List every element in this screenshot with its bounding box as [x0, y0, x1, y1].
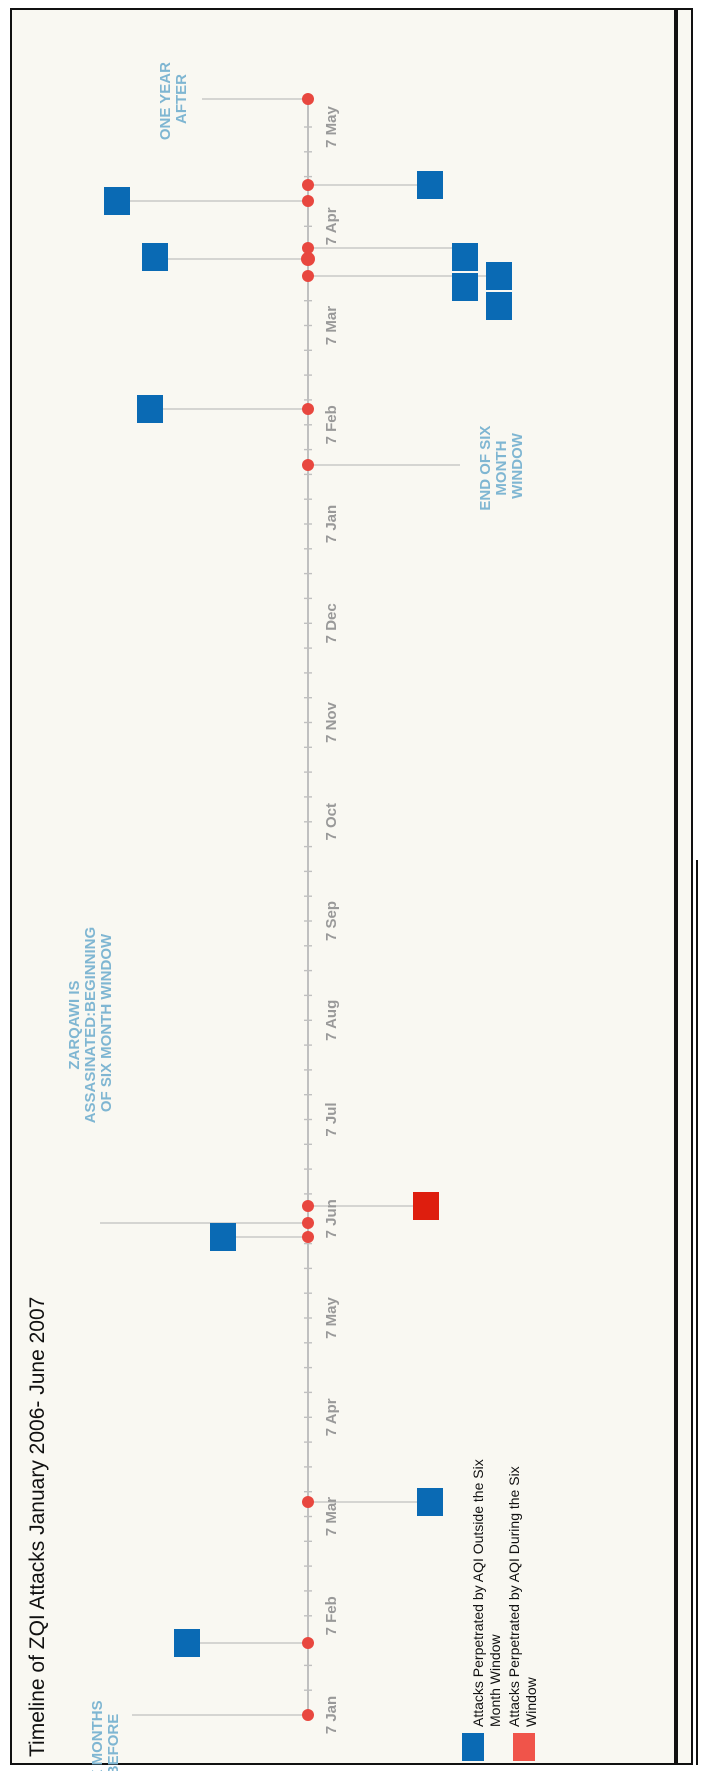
attack-outside-window [137, 395, 163, 423]
legend-label-during: Attacks Perpetrated by AQI During the Si… [506, 1462, 539, 1727]
tick-label: 7 Oct [323, 803, 340, 841]
event-dots [301, 93, 315, 1721]
tick-label: 7 Jan [323, 505, 340, 543]
attack-outside-window [452, 243, 478, 271]
tick-label: 7 Nov [323, 701, 340, 743]
tick-label: 7 Mar [323, 306, 340, 345]
frame-right-edge-lower [696, 860, 698, 1765]
tick-labels: 7 Jan 7 Feb 7 Mar 7 Apr 7 May 7 Jun 7 Jul 7 Aug… [323, 106, 340, 1735]
event-dot [302, 1200, 314, 1212]
attack-during-window [413, 1192, 439, 1220]
annotation-one-year-after: ONE YEAR AFTER [157, 58, 190, 140]
event-dot [302, 195, 314, 207]
tick-label: 7 Jun [323, 1199, 340, 1238]
tick-label: 7 May [323, 106, 340, 148]
attack-outside-window [486, 292, 512, 320]
tick-label: 7 Sep [323, 901, 340, 941]
connector-lines [100, 98, 498, 1716]
chart-frame [10, 8, 693, 1765]
attack-outside-window [417, 171, 443, 199]
annotation-end-six-month: END OF SIX MONTH WINDOW [477, 421, 526, 510]
event-dot [302, 1496, 314, 1508]
tick-label: 7 Mar [323, 1497, 340, 1536]
event-dot [302, 179, 314, 191]
tick-label: 7 Dec [323, 603, 340, 643]
tick-label: 7 Apr [323, 1398, 340, 1436]
attack-outside-window [417, 1488, 443, 1516]
legend-swatch-outside [462, 1733, 484, 1761]
event-dot [302, 459, 314, 471]
tick-label: 7 Feb [323, 1596, 340, 1635]
tick-label: 7 Feb [323, 405, 340, 444]
attack-outside-window [142, 243, 168, 271]
event-dot [302, 1231, 314, 1243]
legend-label-outside: Attacks Perpetrated by AQI Outside the S… [470, 1455, 503, 1727]
attack-outside-window [210, 1223, 236, 1251]
event-dot [301, 252, 315, 266]
event-dot [302, 242, 314, 254]
event-dot [302, 93, 314, 105]
minor-ticks [304, 101, 312, 1716]
annotation-six-months-before: SIX MONTHS BEFORE [89, 1696, 122, 1771]
annotation-zarqawi: ZARQAWI IS ASSASINATED:BEGINNING OF SIX … [66, 923, 115, 1124]
frame-right-edge [674, 8, 678, 1765]
tick-label: 7 Jan [323, 1696, 340, 1734]
chart-title: Timeline of ZQI Attacks January 2006- Ju… [26, 1297, 49, 1757]
event-dot [302, 270, 314, 282]
tick-label: 7 May [323, 1297, 340, 1339]
tick-label: 7 Apr [323, 207, 340, 245]
tick-label: 7 Aug [323, 1000, 340, 1041]
legend-swatch-during [513, 1733, 535, 1761]
event-dot [302, 1637, 314, 1649]
tick-label: 7 Jul [323, 1102, 340, 1136]
attack-outside-window [104, 187, 130, 215]
attack-outside-window [486, 262, 512, 290]
attack-outside-window [452, 273, 478, 301]
legend: Attacks Perpetrated by AQI Outside the S… [462, 1455, 539, 1761]
attack-markers [104, 171, 512, 1657]
event-dot [302, 1709, 314, 1721]
attack-outside-window [174, 1629, 200, 1657]
event-dot [302, 403, 314, 415]
event-dot [302, 1217, 314, 1229]
